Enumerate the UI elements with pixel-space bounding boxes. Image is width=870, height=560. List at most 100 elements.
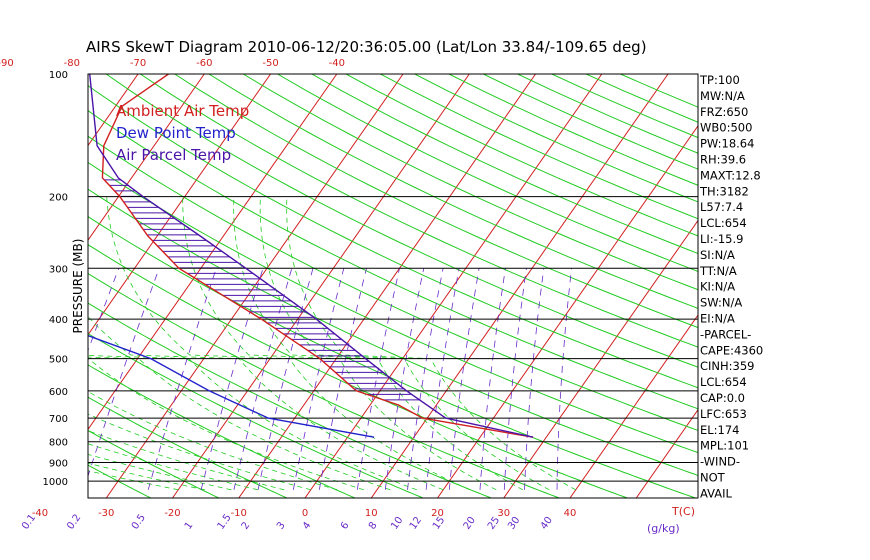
index-item: SW:N/A xyxy=(700,296,742,310)
mixing-ratio-tick-label: 0.2 xyxy=(65,512,83,531)
pressure-tick-label: 300 xyxy=(49,264,68,275)
mixing-ratio-line xyxy=(88,268,120,352)
index-item: L57:7.4 xyxy=(700,200,743,214)
moist-adiabat-line xyxy=(259,196,550,491)
index-item: TT:N/A xyxy=(699,264,737,278)
index-item: CAPE:4360 xyxy=(700,343,763,357)
isotherm-line xyxy=(88,74,205,242)
index-item: KI:N/A xyxy=(700,280,735,294)
index-item: NOT xyxy=(700,471,726,485)
mixing-ratio-tick-label: 1 xyxy=(183,520,196,532)
legend-entry: Ambient Air Temp xyxy=(116,102,249,120)
mixing-ratio-tick-label: 0.5 xyxy=(130,512,148,531)
index-item: TP:100 xyxy=(699,73,740,87)
isotherm-line xyxy=(105,74,404,498)
mixing-ratio-tick-label: 3 xyxy=(275,520,288,532)
isotherm-line xyxy=(304,74,603,498)
bottom-temp-tick-label: -40 xyxy=(32,508,48,519)
top-temp-tick-label: -50 xyxy=(262,58,278,69)
moist-adiabat-line xyxy=(88,454,232,491)
index-item: CAP:0.0 xyxy=(700,391,745,405)
dry-adiabat-line xyxy=(88,85,698,389)
bottom-temp-tick-label: -10 xyxy=(231,508,247,519)
mixing-ratio-tick-label: 4 xyxy=(301,520,314,532)
dry-adiabat-line xyxy=(88,396,288,498)
top-temp-tick-label: -90 xyxy=(0,58,14,69)
mixing-ratio-line xyxy=(524,268,545,490)
dry-adiabat-line xyxy=(139,74,698,348)
dry-adiabat-line xyxy=(88,161,698,454)
isotherm-line xyxy=(635,408,698,498)
bottom-temp-tick-label: -30 xyxy=(98,508,114,519)
plot-frame xyxy=(87,73,699,499)
pressure-tick-label: 900 xyxy=(49,459,68,470)
index-item: AVAIL xyxy=(700,486,733,500)
dry-adiabat-line xyxy=(242,74,698,291)
mixing-ratio-line xyxy=(292,268,345,490)
isotherm-line xyxy=(503,219,698,498)
profile-line xyxy=(101,74,534,438)
mixing-ratio-line xyxy=(407,268,444,490)
pressure-tick-label: 200 xyxy=(49,193,68,204)
profile-line xyxy=(88,334,375,438)
chart-title: AIRS SkewT Diagram 2010-06-12/20:36:05.0… xyxy=(86,38,647,56)
index-item: LCL:654 xyxy=(700,375,747,389)
isotherm-line xyxy=(88,74,271,336)
dry-adiabat-line xyxy=(379,74,698,220)
isotherm-line xyxy=(238,74,536,498)
mixing-ratio-line xyxy=(503,268,527,490)
mixing-ratio-line xyxy=(384,268,425,490)
bottom-temp-tick-label: 0 xyxy=(302,508,308,519)
isotherm-line xyxy=(569,314,698,498)
moist-adiabat-line xyxy=(88,443,258,491)
pressure-tick-label: 1000 xyxy=(43,477,68,488)
moist-adiabat-line xyxy=(88,358,364,491)
isotherm-line xyxy=(370,74,669,498)
top-temp-tick-label: -60 xyxy=(196,58,212,69)
bottom-temp-tick-label: 30 xyxy=(497,508,510,519)
pressure-tick-label: 700 xyxy=(49,414,68,425)
index-item: MW:N/A xyxy=(700,89,745,103)
profiles xyxy=(88,74,534,438)
bottom-temp-tick-label: -20 xyxy=(164,508,180,519)
dry-adiabat-line xyxy=(88,464,152,498)
moist-adiabat-line xyxy=(88,391,338,491)
moist-adiabat-line xyxy=(106,196,470,491)
index-item: LFC:653 xyxy=(700,407,747,421)
dry-adiabat-line xyxy=(207,74,698,309)
top-temp-tick-label: -80 xyxy=(64,58,80,69)
legend: Ambient Air Temp Dew Point Temp Air Parcel… xyxy=(116,102,249,164)
bottom-temp-tick-label: 10 xyxy=(365,508,378,519)
moist-adiabat-line xyxy=(88,316,444,491)
legend-entry: Dew Point Temp xyxy=(116,124,236,142)
dry-adiabat-line xyxy=(105,74,698,368)
index-item: -PARCEL- xyxy=(700,327,751,341)
legend-entry: Air Parcel Temp xyxy=(116,146,231,164)
index-item: -WIND- xyxy=(700,455,740,469)
bottom-temp-tick-label: 20 xyxy=(431,508,444,519)
dry-adiabat-line xyxy=(413,74,698,203)
mixing-ratio-line xyxy=(147,268,217,490)
mixing-ratio-tick-label: 2 xyxy=(240,520,253,532)
isotherm-line xyxy=(88,74,139,147)
index-item: CINH:359 xyxy=(700,359,755,373)
pressure-tick-label: 100 xyxy=(49,70,68,81)
dry-adiabat-line xyxy=(516,74,698,154)
index-item: WB0:500 xyxy=(700,121,752,135)
dry-adiabat-line xyxy=(88,302,492,498)
dry-adiabat-line xyxy=(88,364,356,498)
y-axis-label: PRESSURE (MB) xyxy=(71,239,85,334)
dry-adiabat-line xyxy=(88,110,698,410)
dry-adiabat-line xyxy=(88,135,698,431)
mixing-ratio-tick-label: 10 xyxy=(389,515,405,532)
dry-adiabat-line xyxy=(88,216,696,498)
index-item: EI:N/A xyxy=(700,312,735,326)
pressure-tick-label: 800 xyxy=(49,438,68,449)
index-item: EL:174 xyxy=(700,423,740,437)
moist-adiabat-line xyxy=(88,413,311,491)
indices-list: TP:100 MW:N/A FRZ:650 WB0:500 PW:18.64 RH:39.… xyxy=(699,73,763,500)
mixing-ratio-line xyxy=(479,268,506,490)
mixing-ratio-line xyxy=(257,268,314,490)
